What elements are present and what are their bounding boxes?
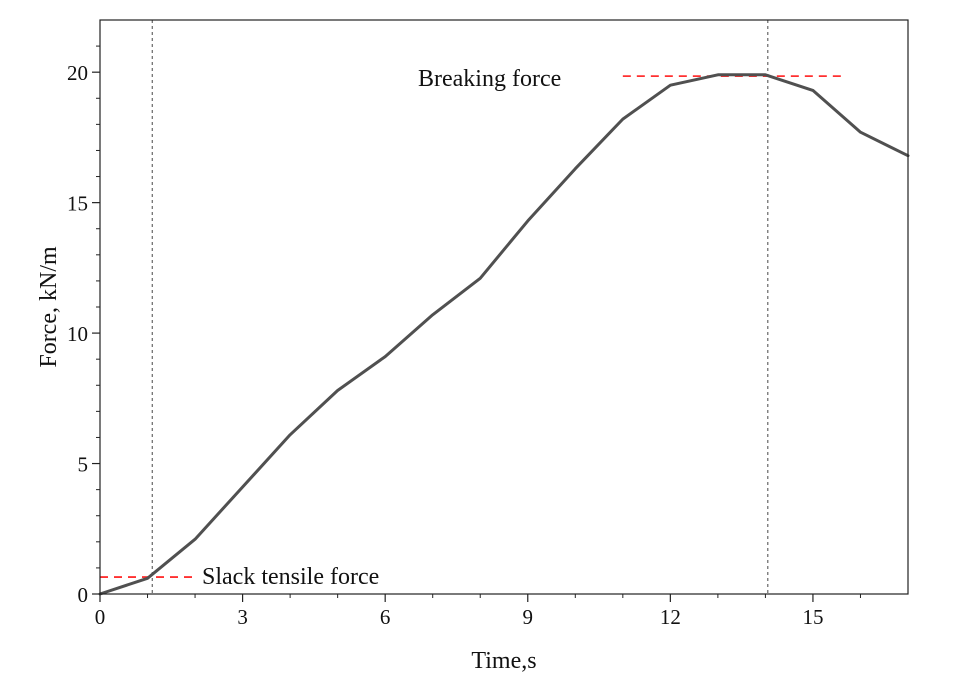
axis-layer: 0 3 6 9 12 15 0 5 10 15 20 xyxy=(67,45,861,629)
y-axis-title: Force, kN/m xyxy=(36,246,62,368)
y-tick-label: 0 xyxy=(78,583,89,607)
annotation-layer: Breaking force Slack tensile force xyxy=(202,66,561,590)
x-tick-label: 0 xyxy=(95,605,106,629)
force-series-line xyxy=(98,73,910,596)
y-tick-label: 20 xyxy=(67,61,88,85)
slack-tensile-force-label: Slack tensile force xyxy=(202,564,379,590)
x-tick-label: 9 xyxy=(523,605,534,629)
x-tick-label: 12 xyxy=(660,605,681,629)
plot-frame xyxy=(99,19,909,595)
y-tick-label: 10 xyxy=(67,322,88,346)
reference-lines-layer xyxy=(100,20,842,594)
x-tick-label: 15 xyxy=(802,605,823,629)
y-tick-label: 15 xyxy=(67,192,88,216)
breaking-force-label: Breaking force xyxy=(418,66,561,92)
x-tick-label: 3 xyxy=(237,605,248,629)
y-tick-label: 5 xyxy=(78,453,89,477)
series-layer xyxy=(98,73,910,596)
x-axis-title: Time,s xyxy=(471,648,536,674)
x-tick-label: 6 xyxy=(380,605,391,629)
